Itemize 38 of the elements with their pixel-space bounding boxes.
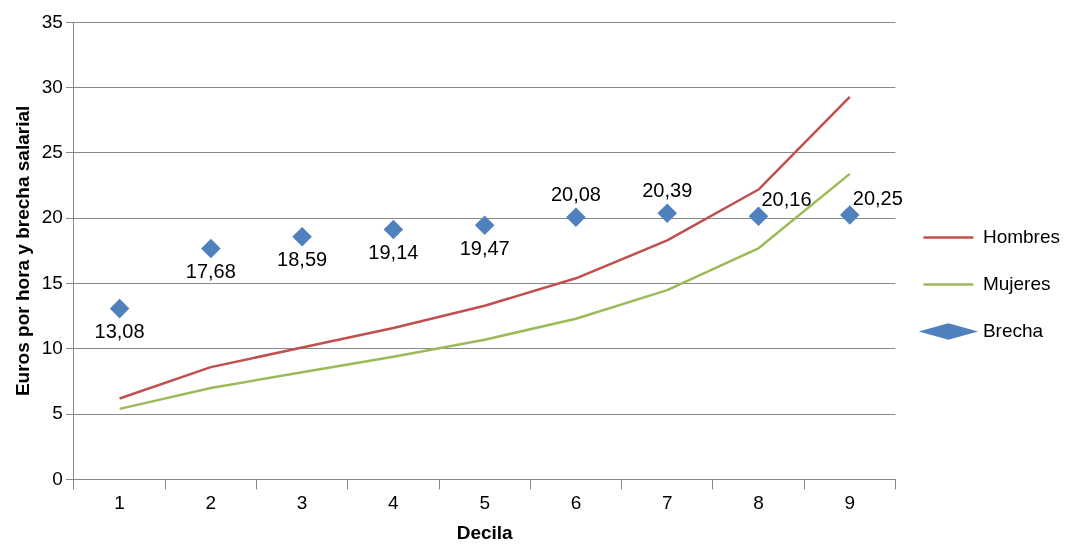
x-tick-label: 1 [114, 492, 125, 514]
data-label: 17,68 [185, 260, 236, 283]
y-tick-label: 0 [52, 467, 63, 489]
x-tick-label: 7 [661, 492, 673, 514]
x-tick-label: 5 [479, 492, 490, 514]
x-tick-label: 3 [296, 492, 308, 514]
point [566, 207, 586, 227]
legend-label: Brecha [982, 319, 1044, 341]
y-tick-label: 10 [41, 337, 63, 359]
y-tick-label: 5 [52, 402, 63, 424]
y-axis-title: Euros por hora y brecha salarial [11, 105, 33, 397]
point [201, 239, 221, 258]
data-label: 20,08 [550, 182, 601, 205]
data-label: 13,08 [94, 320, 145, 343]
legend-label: Mujeres [982, 272, 1051, 294]
data-label: 20,39 [642, 178, 693, 201]
y-tick-label: 15 [41, 271, 63, 293]
y-tick-label: 35 [41, 10, 63, 32]
legend-label: Hombres [982, 225, 1060, 247]
data-label: 20,16 [761, 187, 812, 210]
x-tick-label: 8 [753, 492, 764, 514]
point [475, 215, 494, 235]
y-tick-label: 30 [41, 75, 63, 97]
y-tick-label: 20 [41, 206, 63, 228]
data-label: 18,59 [277, 248, 328, 271]
x-tick-label: 9 [844, 492, 856, 514]
point [384, 220, 403, 239]
point [110, 299, 129, 318]
x-tick-label: 4 [388, 492, 400, 514]
point [292, 227, 312, 246]
x-tick-label: 6 [570, 492, 582, 514]
data-label: 19,14 [368, 241, 419, 263]
y-tick-label: 25 [41, 141, 63, 163]
point [657, 203, 677, 223]
data-label: 20,25 [852, 186, 903, 209]
x-tick-label: 2 [205, 492, 217, 514]
x-axis-title: Decila [456, 521, 514, 543]
data-label: 19,47 [459, 236, 510, 259]
